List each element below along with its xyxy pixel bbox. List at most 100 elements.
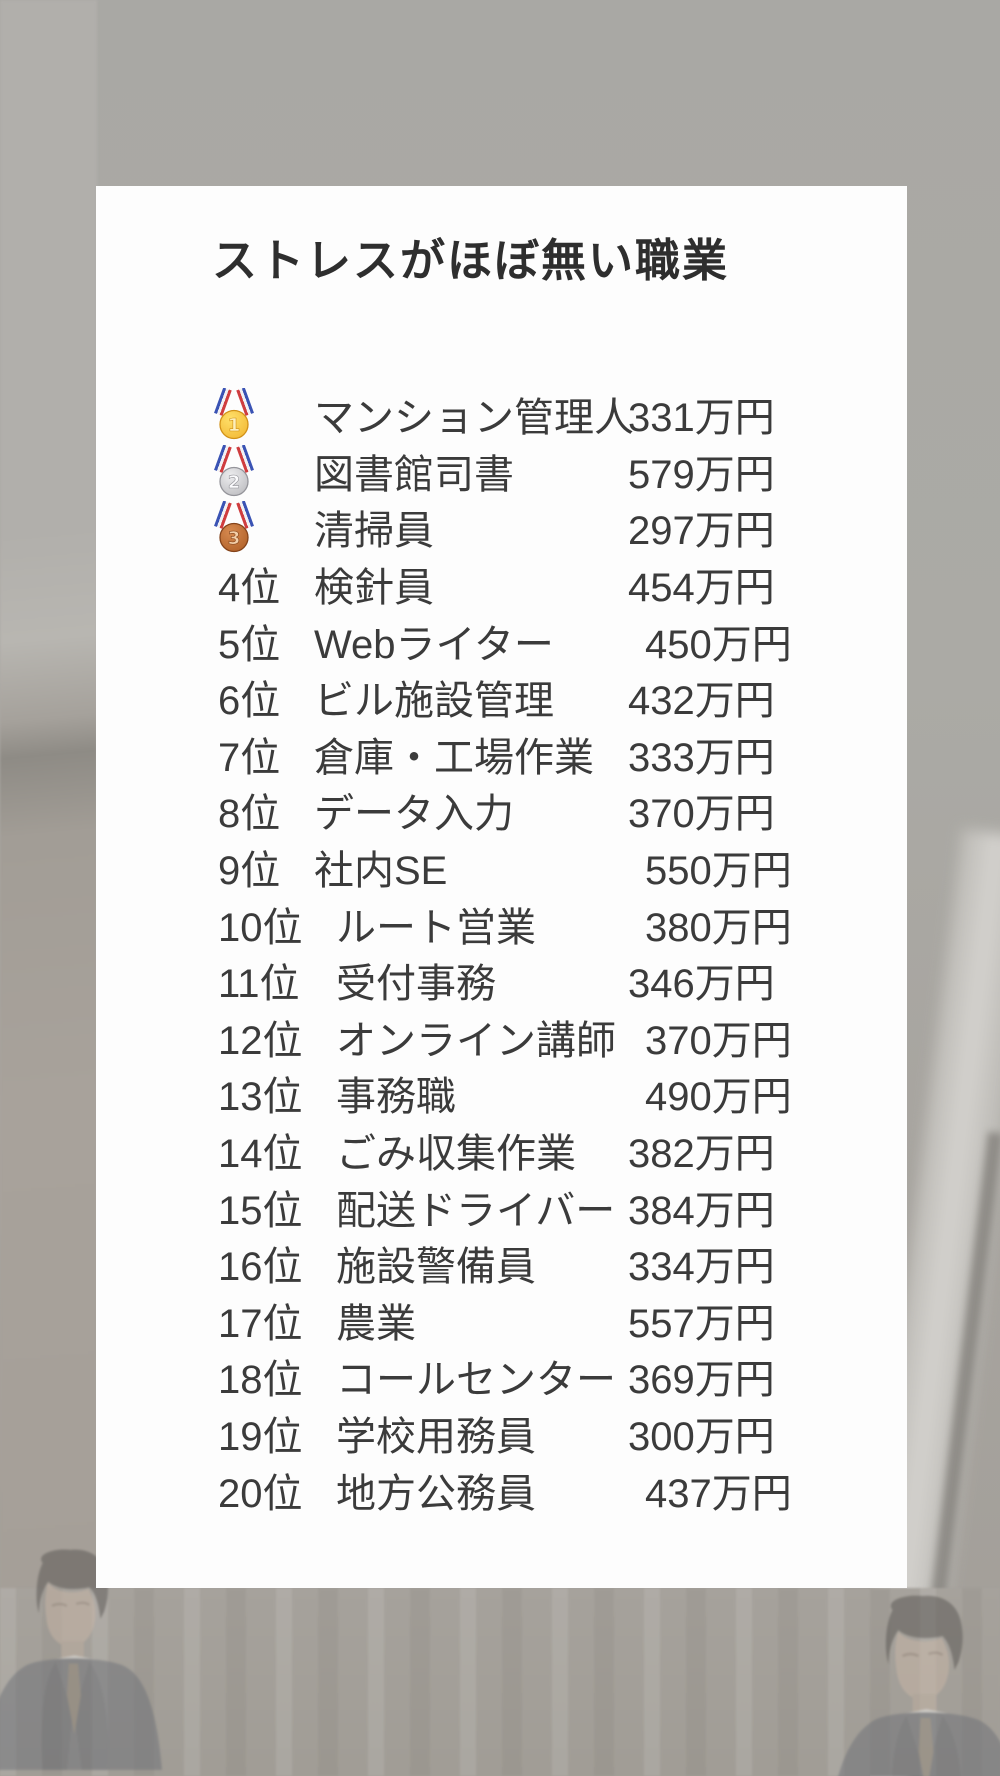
salary-value: 579万円 (628, 452, 775, 497)
rank-label: 9位 (218, 849, 281, 894)
list-row: 20位 地方公務員 437万円 (96, 1461, 907, 1518)
rank-label: 14位 (218, 1132, 303, 1177)
rank-label: 17位 (218, 1301, 303, 1346)
rank-cell: 11位 (218, 951, 314, 1009)
list-row: 9位 社内SE 550万円 (96, 839, 907, 896)
job-name: 農業 (336, 1301, 416, 1346)
job-name: 倉庫・工場作業 (314, 735, 594, 780)
rank-cell: 20位 (218, 1461, 314, 1519)
job-name: ビル施設管理 (314, 679, 554, 724)
rank-cell: 1 (214, 388, 314, 440)
background-left-beam (0, 0, 97, 1776)
rank-label: 16位 (218, 1245, 303, 1290)
rank-label: 6位 (218, 679, 281, 724)
list-row: 7位 倉庫・工場作業 333万円 (96, 726, 907, 783)
rank-label: 13位 (218, 1075, 303, 1120)
list-row: 17位 農業 557万円 (96, 1292, 907, 1349)
rank-cell: 17位 (218, 1291, 314, 1349)
list-row: 19位 学校用務員 300万円 (96, 1405, 907, 1462)
salary-value: 380万円 (645, 905, 792, 950)
salary-value: 437万円 (645, 1471, 792, 1516)
list-row: 13位 事務職 490万円 (96, 1065, 907, 1122)
job-name: 事務職 (336, 1075, 456, 1120)
bronze-medal-icon: 3 (214, 501, 254, 553)
list-row: 5位 Webライター 450万円 (96, 612, 907, 669)
rank-label: 5位 (218, 622, 281, 667)
job-name: 地方公務員 (336, 1471, 536, 1516)
rank-cell: 19位 (218, 1404, 314, 1462)
list-row: 15位 配送ドライバー 384万円 (96, 1178, 907, 1235)
rank-label: 15位 (218, 1188, 303, 1233)
job-name: データ入力 (314, 792, 514, 837)
job-name: 配送ドライバー (336, 1188, 616, 1233)
salary-value: 454万円 (628, 566, 775, 611)
job-name: Webライター (314, 622, 554, 667)
rank-cell: 4位 (218, 555, 314, 613)
salary-value: 432万円 (628, 679, 775, 724)
salary-value: 300万円 (628, 1414, 775, 1459)
salary-value: 297万円 (628, 509, 775, 554)
list-row: 6位 ビル施設管理 432万円 (96, 669, 907, 726)
svg-text:3: 3 (228, 528, 241, 549)
rank-cell: 7位 (218, 725, 314, 783)
rank-cell: 9位 (218, 838, 314, 896)
job-name: 清掃員 (314, 509, 434, 554)
job-name: 学校用務員 (336, 1414, 536, 1459)
rank-cell: 10位 (218, 895, 314, 953)
ranking-list: 1 マンション管理人 331万円 2 図書館司書 579万円 (96, 386, 907, 1518)
rank-cell: 15位 (218, 1178, 314, 1236)
salary-value: 334万円 (628, 1245, 775, 1290)
background-curtain (0, 1588, 1000, 1776)
rank-cell: 2 (214, 444, 314, 497)
rank-label: 7位 (218, 735, 281, 780)
job-name: 図書館司書 (314, 452, 514, 497)
rank-label: 18位 (218, 1358, 303, 1403)
rank-cell: 16位 (218, 1234, 314, 1292)
salary-value: 384万円 (628, 1188, 775, 1233)
salary-value: 346万円 (628, 962, 775, 1007)
job-name: 受付事務 (336, 962, 496, 1007)
list-row: 16位 施設警備員 334万円 (96, 1235, 907, 1292)
list-row: 2 図書館司書 579万円 (96, 443, 907, 500)
job-name: 施設警備員 (336, 1245, 536, 1290)
rank-cell: 18位 (218, 1347, 314, 1405)
list-row: 3 清掃員 297万円 (96, 499, 907, 556)
list-row: 11位 受付事務 346万円 (96, 952, 907, 1009)
job-name: コールセンター (336, 1358, 616, 1403)
rank-cell: 3 (214, 501, 314, 553)
silver-medal-icon: 2 (214, 444, 254, 497)
page-title: ストレスがほぼ無い職業 (212, 235, 730, 286)
ranking-card: ストレスがほぼ無い職業 1 マンション管理人 331万円 (96, 186, 907, 1588)
job-name: 社内SE (314, 849, 448, 894)
rank-cell: 14位 (218, 1121, 314, 1179)
rank-cell: 5位 (218, 612, 314, 670)
gold-medal-icon: 1 (214, 388, 254, 440)
rank-cell: 6位 (218, 668, 314, 726)
list-row: 12位 オンライン講師 370万円 (96, 1009, 907, 1066)
salary-value: 550万円 (645, 849, 792, 894)
salary-value: 369万円 (628, 1358, 775, 1403)
rank-label: 8位 (218, 792, 281, 837)
rank-label: 10位 (218, 905, 303, 950)
salary-value: 333万円 (628, 735, 775, 780)
rank-label: 12位 (218, 1018, 303, 1063)
list-row: 4位 検針員 454万円 (96, 556, 907, 613)
list-row: 10位 ルート営業 380万円 (96, 895, 907, 952)
rank-label: 20位 (218, 1471, 303, 1516)
list-row: 14位 ごみ収集作業 382万円 (96, 1122, 907, 1179)
rank-cell: 8位 (218, 781, 314, 839)
job-name: マンション管理人 (314, 396, 634, 441)
list-row: 18位 コールセンター 369万円 (96, 1348, 907, 1405)
salary-value: 370万円 (645, 1018, 792, 1063)
job-name: ルート営業 (336, 905, 536, 950)
list-row: 1 マンション管理人 331万円 (96, 386, 907, 443)
salary-value: 450万円 (645, 622, 792, 667)
salary-value: 331万円 (628, 396, 775, 441)
person-photo-left (0, 1549, 162, 1770)
rank-cell: 12位 (218, 1008, 314, 1066)
salary-value: 370万円 (628, 792, 775, 837)
rank-cell: 13位 (218, 1064, 314, 1122)
salary-value: 490万円 (645, 1075, 792, 1120)
job-name: ごみ収集作業 (336, 1132, 576, 1177)
